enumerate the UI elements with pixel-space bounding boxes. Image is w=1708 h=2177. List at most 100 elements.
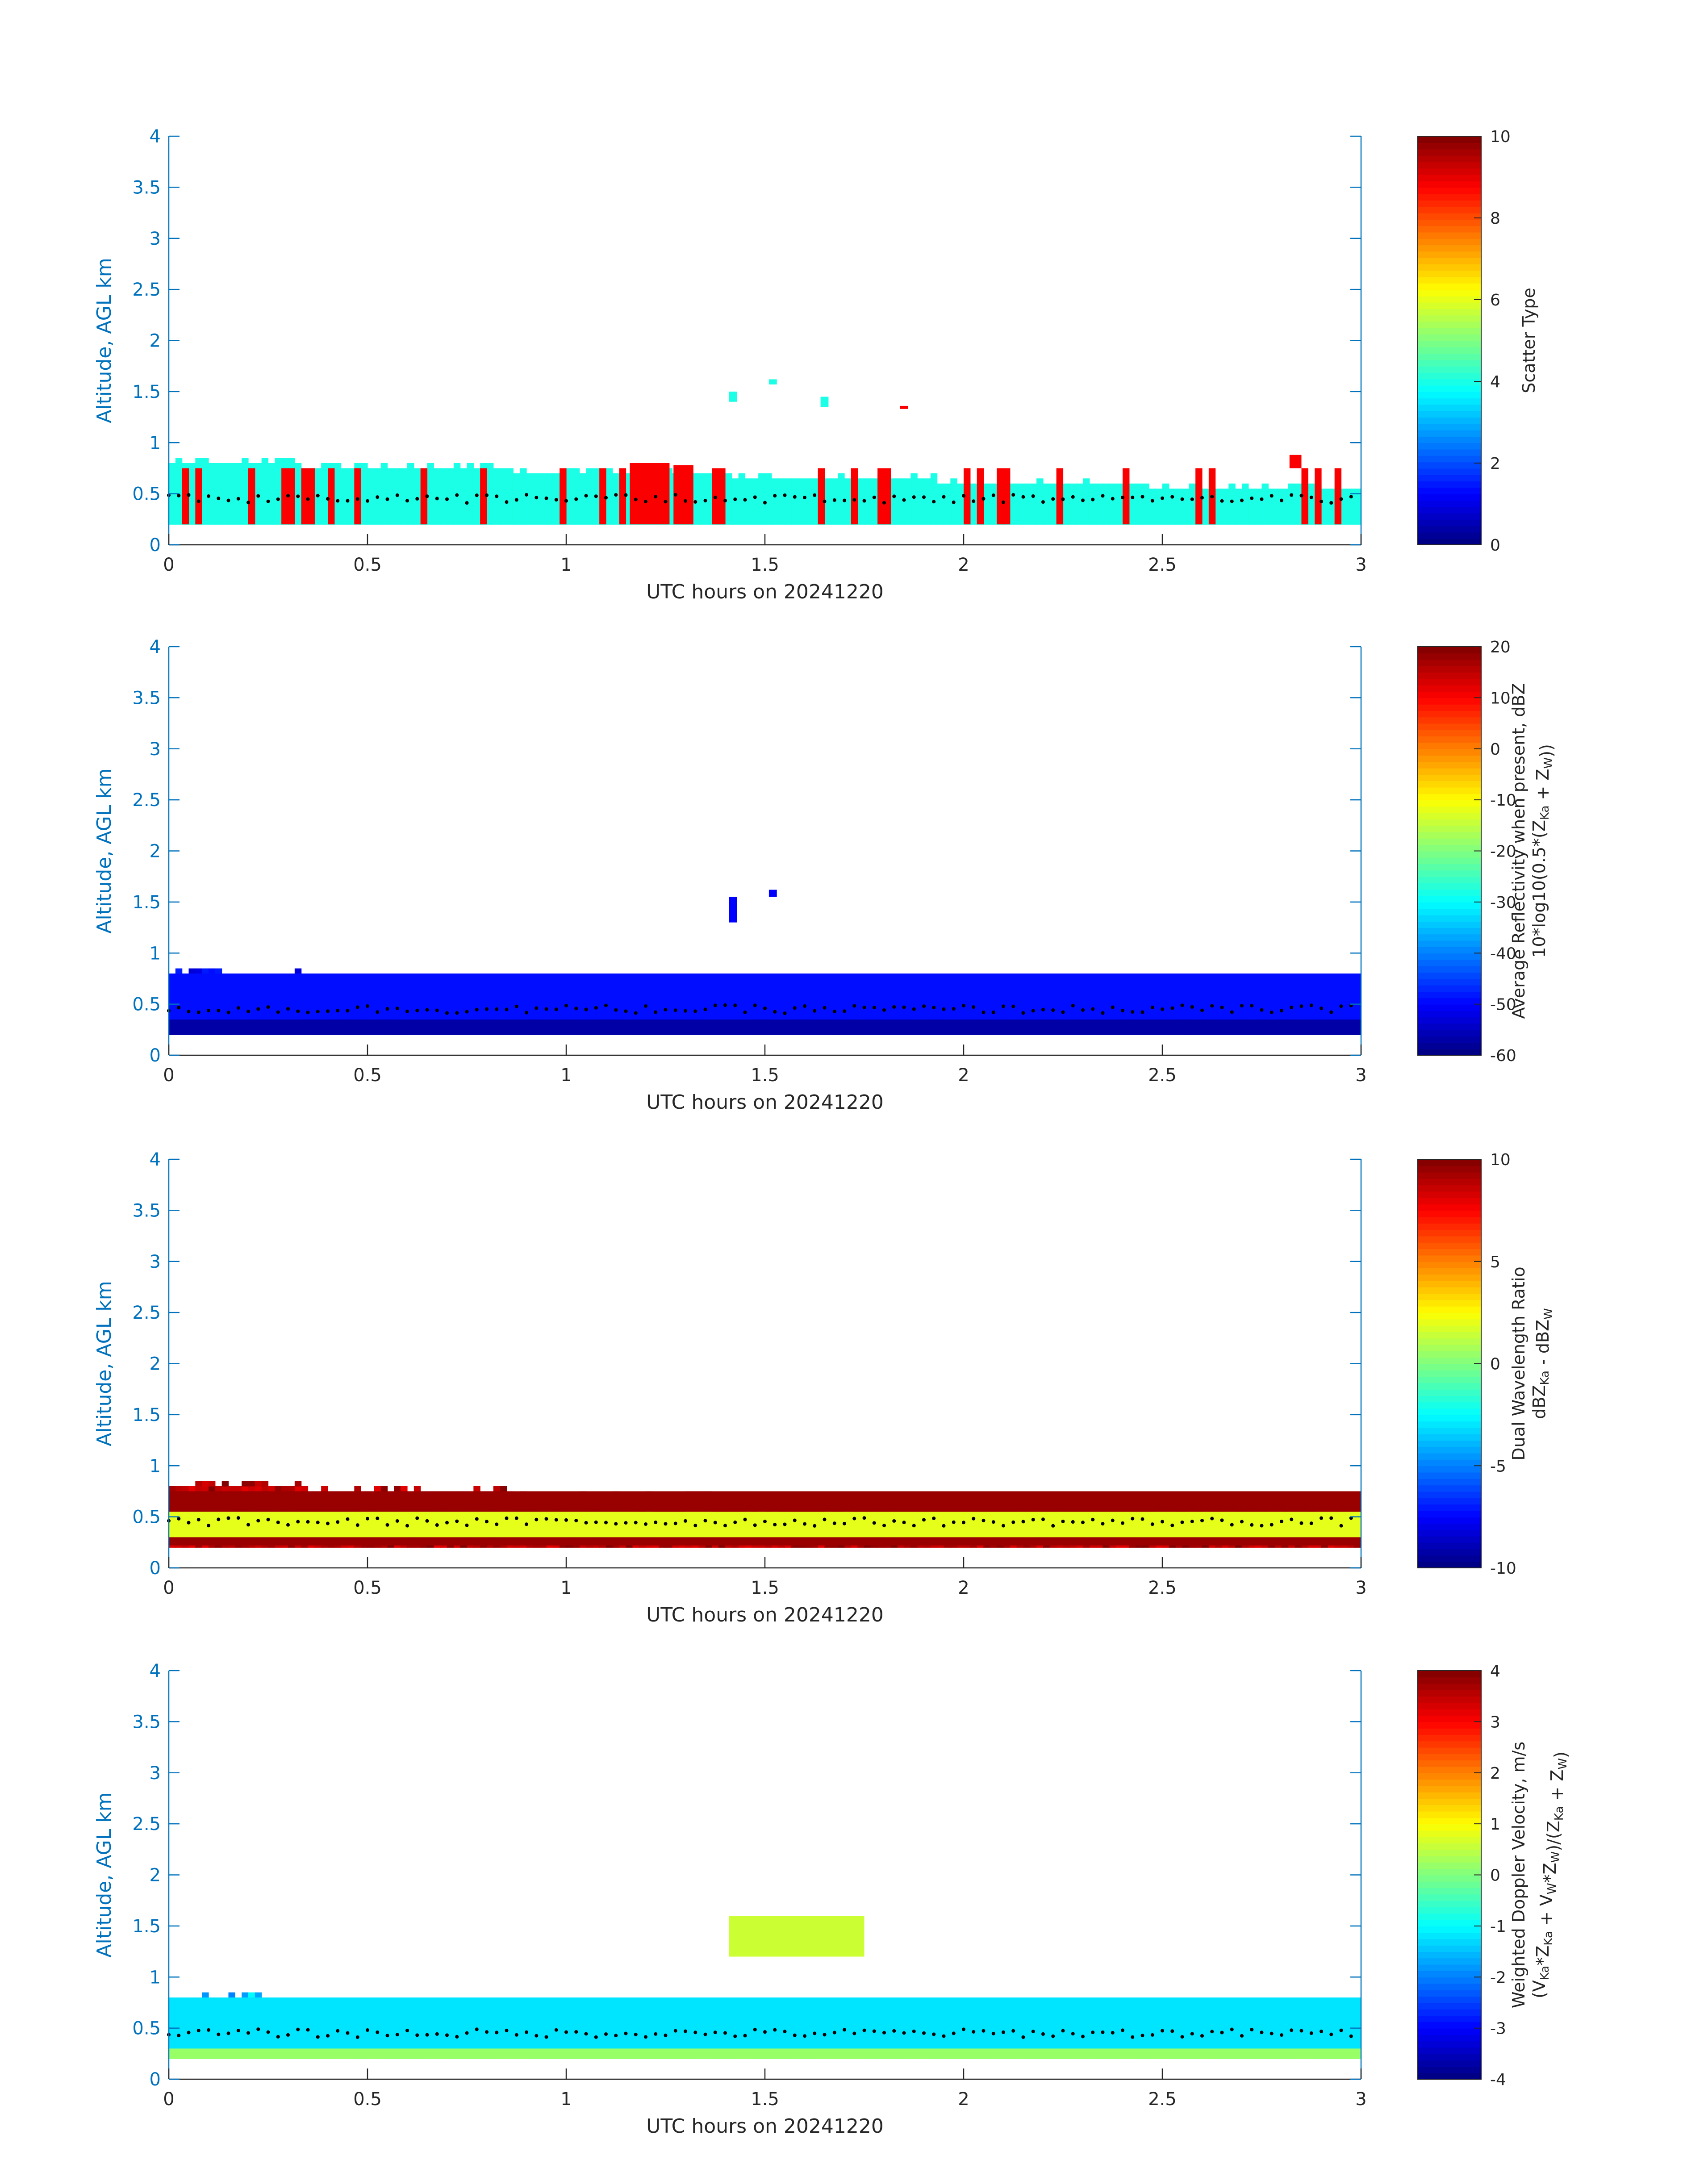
heatmap-cell: [1255, 504, 1262, 510]
heatmap-cell: [487, 514, 494, 520]
heatmap-cell: [765, 519, 772, 525]
colorbar-segment: [1418, 449, 1481, 456]
heatmap-cell: [612, 509, 620, 514]
heatmap-cell: [831, 489, 838, 494]
cloud-base-dot: [564, 1003, 568, 1007]
heatmap-cell: [1202, 509, 1209, 514]
heatmap-cell: [407, 519, 414, 525]
heatmap-cell: [533, 499, 540, 505]
heatmap-cell: [169, 468, 176, 474]
heatmap-cell: [513, 493, 520, 499]
heatmap-cell: [1182, 519, 1189, 525]
heatmap-cell: [434, 483, 441, 489]
heatmap-cell: [738, 493, 746, 499]
cloud-base-dot: [485, 1007, 489, 1011]
heatmap-cell: [413, 478, 421, 484]
heatmap-cell: [1043, 509, 1050, 514]
heatmap-cell: [413, 493, 421, 499]
heatmap-cell: [871, 483, 878, 489]
colorbar-segment: [1418, 870, 1481, 877]
heatmap-cell: [612, 504, 620, 510]
heatmap-cell: [1036, 489, 1044, 494]
heatmap-cell: [990, 519, 997, 525]
heatmap-cell: [401, 489, 408, 494]
cloud-base-dot: [823, 1006, 827, 1010]
drizzle-column: [997, 468, 1004, 525]
drizzle-column: [1315, 468, 1322, 525]
heatmap-cell: [169, 519, 176, 525]
cloud-base-dot: [664, 1007, 668, 1011]
heatmap-cell: [1162, 504, 1169, 510]
heatmap-cell: [811, 478, 819, 484]
cloud-base-dot: [505, 1007, 509, 1011]
cloud-base-dot: [1131, 495, 1135, 499]
heatmap-cell: [175, 473, 183, 479]
heatmap-cell: [209, 519, 216, 525]
heatmap-cell: [235, 514, 242, 520]
heatmap-cell: [513, 483, 520, 489]
heatmap-cell: [268, 509, 275, 514]
heatmap-cell: [1261, 509, 1269, 514]
heatmap-cell: [1242, 514, 1249, 520]
cloud-base-dot: [1101, 494, 1105, 498]
heatmap-cell: [440, 483, 447, 489]
heatmap-cell: [758, 514, 765, 520]
cloud-base-dot: [246, 1009, 250, 1013]
heatmap-cell: [473, 473, 480, 479]
cloud-base-dot: [981, 1010, 986, 1014]
heatmap-cell: [1089, 489, 1097, 494]
heatmap-cell: [367, 468, 375, 474]
colorbar-label-part: )): [1537, 744, 1556, 757]
heatmap-cell: [1043, 493, 1050, 499]
heatmap-cell: [228, 468, 235, 474]
heatmap-cell: [950, 504, 957, 510]
cloud-base-dot: [793, 1006, 797, 1010]
heatmap-cell: [758, 504, 765, 510]
heatmap-cell: [990, 483, 997, 489]
heatmap-cell: [1089, 514, 1097, 520]
heatmap-cell: [1083, 483, 1090, 489]
cloud-base-dot: [355, 497, 359, 501]
heatmap-cell: [460, 483, 468, 489]
heatmap-cell: [917, 499, 924, 505]
drizzle-column: [182, 468, 189, 525]
heatmap-cell: [910, 489, 918, 494]
heatmap-cell: [268, 468, 275, 474]
heatmap-cell: [924, 519, 931, 525]
cloud-base-dot: [1180, 1003, 1184, 1007]
heatmap-cell: [1036, 509, 1044, 514]
heatmap-cell: [202, 519, 209, 525]
heatmap-cell: [824, 504, 831, 510]
cloud-base-dot: [693, 500, 697, 504]
heatmap-cell: [460, 489, 468, 494]
heatmap-cell: [844, 489, 852, 494]
heatmap-cell: [506, 468, 514, 474]
heatmap-cell: [1063, 514, 1070, 520]
cloud-base-dot: [455, 1011, 459, 1015]
heatmap-cell: [1341, 499, 1348, 505]
heatmap-cell: [1182, 493, 1189, 499]
x-tick-label: 2.5: [1148, 555, 1177, 575]
heatmap-cell: [1255, 489, 1262, 494]
colorbar-segment: [1418, 526, 1481, 533]
heatmap-cell: [1102, 483, 1110, 489]
heatmap-cell: [361, 483, 368, 489]
heatmap-cell: [1076, 514, 1083, 520]
heatmap-cell: [778, 519, 785, 525]
heatmap-cell: [917, 483, 924, 489]
heatmap-cell: [394, 519, 401, 525]
heatmap-cell: [904, 489, 911, 494]
heatmap-cell: [937, 519, 944, 525]
cloud-base-dot: [654, 495, 658, 499]
heatmap-cell: [221, 468, 229, 474]
heatmap-cell: [1136, 483, 1143, 489]
colorbar-segment: [1418, 1029, 1481, 1037]
colorbar-segment: [1418, 142, 1481, 150]
heatmap-cell: [831, 493, 838, 499]
heatmap-cell: [401, 1486, 408, 1492]
y-tick-label: 1.5: [132, 382, 161, 402]
cloud-base-dot: [564, 499, 568, 503]
colorbar-segment: [1418, 902, 1481, 909]
heatmap-cell: [1036, 483, 1044, 489]
